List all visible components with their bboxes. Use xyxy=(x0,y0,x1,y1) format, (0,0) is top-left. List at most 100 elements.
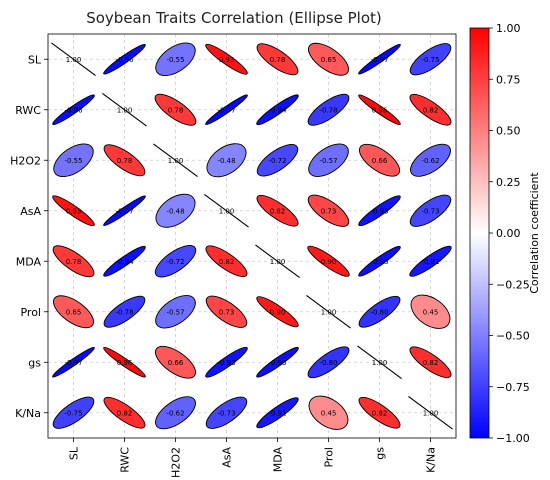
colorbar: Correlation coefficient 1.00 0.75 0.50 0.25… xyxy=(469,22,541,445)
x-tick-label: RWC xyxy=(119,447,132,473)
correlation-ellipse xyxy=(410,294,451,329)
chart-title: Soybean Traits Correlation (Ellipse Plot… xyxy=(86,9,382,27)
diagonal-line xyxy=(102,93,147,127)
correlation-ellipse xyxy=(308,395,349,430)
x-tick-label: AsA xyxy=(221,447,234,468)
correlation-ellipse xyxy=(103,245,146,277)
correlation-ellipse xyxy=(410,143,451,177)
correlation-ellipse xyxy=(103,396,146,429)
correlation-ellipse xyxy=(52,94,95,126)
cell-value-label: -0.62 xyxy=(166,409,184,417)
y-tick-label: RWC xyxy=(15,104,41,117)
cell-value-label: 0.45 xyxy=(423,308,439,316)
cell-value-label: 0.93 xyxy=(219,56,235,64)
diagonal-line xyxy=(255,244,300,278)
cell-value-label: 1.00 xyxy=(168,157,184,165)
cell-value-label: -0.97 xyxy=(370,56,388,64)
correlation-ellipse xyxy=(103,295,146,328)
correlation-ellipse xyxy=(308,42,349,76)
correlation-ellipse xyxy=(409,194,452,227)
x-tick-label: H2O2 xyxy=(170,447,183,478)
cell-value-label: 1.00 xyxy=(423,409,439,417)
cell-value-label: -0.93 xyxy=(217,359,235,367)
correlation-ellipse xyxy=(103,195,146,227)
diagonal-line xyxy=(153,143,198,177)
correlation-ellipse xyxy=(358,295,401,328)
correlation-ellipse xyxy=(103,346,146,378)
x-tick-label: MDA xyxy=(272,447,285,473)
cell-value-label: -0.55 xyxy=(166,56,184,64)
cell-value-label: -0.96 xyxy=(115,56,134,64)
cell-value-label: -0.72 xyxy=(268,157,286,165)
cell-value-label: -0.97 xyxy=(115,207,133,215)
x-tick-label: K/Na xyxy=(425,447,438,473)
correlation-ellipse xyxy=(155,42,196,77)
plot-area: 1.00 -0.96 -0.55 0.93 0.78 0.65 -0.97 -0.75 -0.9… xyxy=(10,33,457,478)
cell-value-label: -0.97 xyxy=(217,106,235,114)
cell-value-label: -0.94 xyxy=(268,106,287,114)
cell-value-label: 0.78 xyxy=(117,157,133,165)
x-tick-label: SL xyxy=(68,446,81,460)
correlation-ellipse xyxy=(256,144,299,177)
correlation-ellipse xyxy=(409,245,452,277)
correlation-ellipse xyxy=(307,245,350,277)
cell-value-label: 0.73 xyxy=(219,308,235,316)
cell-value-label: -0.57 xyxy=(319,157,337,165)
correlation-ellipse xyxy=(103,43,146,75)
correlation-ellipse xyxy=(155,396,196,430)
cell-value-label: 0.82 xyxy=(219,258,235,266)
cell-value-label: 1.00 xyxy=(117,106,133,114)
correlation-ellipse xyxy=(206,143,247,178)
correlation-ellipse xyxy=(52,396,95,429)
cell-value-label: 0.73 xyxy=(321,207,337,215)
cell-value-label: 0.96 xyxy=(117,359,133,367)
cell-value-label: 0.78 xyxy=(66,258,82,266)
cell-value-label: -0.94 xyxy=(115,258,134,266)
correlation-ellipse xyxy=(205,43,248,75)
cell-value-label: 0.82 xyxy=(423,359,439,367)
correlation-ellipse xyxy=(256,194,299,227)
correlation-ellipse xyxy=(205,245,248,278)
correlation-ellipse xyxy=(409,43,452,76)
correlation-ellipse xyxy=(52,195,95,227)
colorbar-tick-label: 1.00 xyxy=(496,22,521,35)
correlation-ellipse xyxy=(205,94,248,126)
cell-value-label: 1.00 xyxy=(321,308,337,316)
cell-value-label: 0.45 xyxy=(321,409,337,417)
correlation-ellipse xyxy=(205,295,248,328)
cell-value-label: 1.00 xyxy=(270,258,286,266)
correlation-ellipse xyxy=(358,245,401,277)
correlation-ellipse xyxy=(205,396,248,429)
cell-value-label: -0.78 xyxy=(319,106,337,114)
diagonal-line xyxy=(306,295,351,329)
cell-value-label: 0.82 xyxy=(117,409,133,417)
correlation-ellipse xyxy=(308,143,349,177)
cell-value-label: -0.48 xyxy=(166,207,184,215)
correlation-ellipse xyxy=(52,346,95,378)
x-tick-label: gs xyxy=(374,447,387,460)
plot-frame xyxy=(47,33,457,439)
cell-value-label: -0.96 xyxy=(64,106,83,114)
correlation-ellipse xyxy=(53,143,94,178)
x-tick-label: Prol xyxy=(323,447,336,468)
y-tick-label: Prol xyxy=(20,306,41,319)
cell-value-label: -0.75 xyxy=(421,56,439,64)
cell-value-label: 1.00 xyxy=(219,207,235,215)
correlation-ellipse xyxy=(409,346,452,379)
cell-value-label: -0.80 xyxy=(370,308,388,316)
correlation-ellipse xyxy=(307,346,350,379)
cell-value-label: -0.80 xyxy=(319,359,337,367)
cell-value-label: 0.66 xyxy=(168,359,184,367)
cell-value-label: 0.82 xyxy=(372,409,388,417)
cell-value-label: 0.93 xyxy=(66,207,82,215)
cell-value-label: 0.65 xyxy=(321,56,337,64)
cell-value-label: -0.97 xyxy=(64,359,82,367)
cell-value-label: -0.73 xyxy=(217,409,235,417)
cell-value-label: -0.72 xyxy=(166,258,184,266)
cell-value-label: -0.57 xyxy=(166,308,184,316)
cell-value-label: 0.65 xyxy=(66,308,82,316)
correlation-ellipse xyxy=(205,346,248,378)
correlation-ellipse xyxy=(358,195,401,227)
diagonal-line xyxy=(51,42,96,76)
